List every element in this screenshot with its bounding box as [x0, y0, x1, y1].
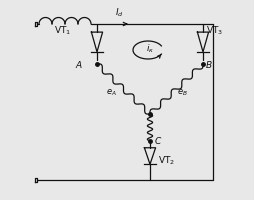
Text: VT$_2$: VT$_2$	[158, 155, 175, 167]
Text: $i_\kappa$: $i_\kappa$	[146, 43, 154, 55]
Text: $I_d$: $I_d$	[115, 6, 124, 19]
Text: $A$: $A$	[75, 60, 83, 71]
Text: $e_A$: $e_A$	[106, 88, 116, 98]
Text: $C$: $C$	[154, 134, 162, 146]
Text: VT$_1$: VT$_1$	[54, 25, 71, 37]
Text: $B$: $B$	[205, 60, 213, 71]
Text: VT$_3$: VT$_3$	[206, 25, 223, 37]
Text: $e_B$: $e_B$	[177, 88, 187, 98]
